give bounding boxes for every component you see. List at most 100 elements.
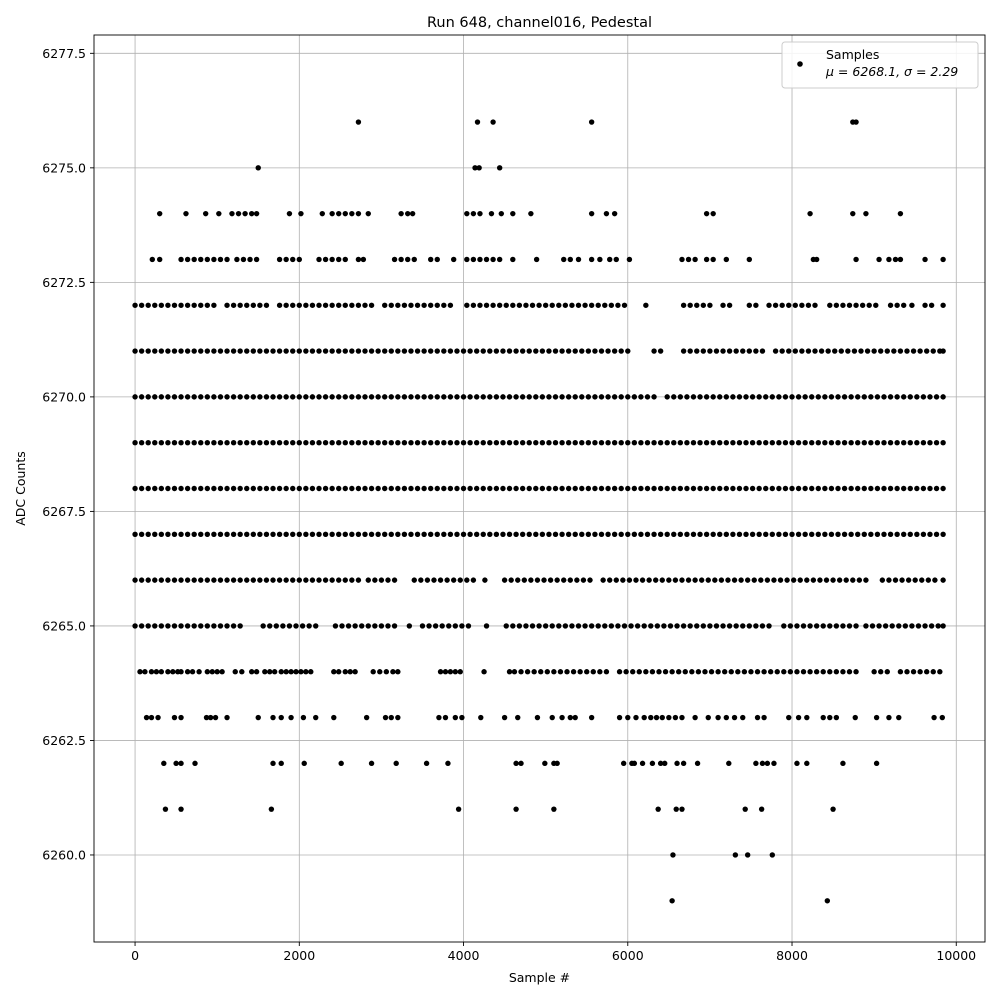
data-point bbox=[255, 165, 261, 171]
data-point bbox=[812, 302, 818, 308]
data-point bbox=[263, 531, 270, 538]
data-point bbox=[217, 439, 224, 446]
data-point bbox=[611, 485, 618, 492]
data-point bbox=[488, 210, 495, 217]
data-point bbox=[588, 210, 595, 217]
data-point bbox=[198, 394, 204, 400]
data-point bbox=[204, 394, 211, 400]
legend-label-stats: μ = 6268.1, σ = 2.29 bbox=[825, 64, 958, 79]
data-point bbox=[776, 531, 782, 538]
data-point bbox=[217, 485, 224, 492]
data-point bbox=[868, 439, 874, 446]
data-point bbox=[896, 623, 902, 629]
data-point bbox=[276, 577, 283, 583]
data-point bbox=[664, 439, 670, 446]
data-point bbox=[840, 302, 846, 308]
data-point bbox=[171, 439, 178, 446]
data-point bbox=[703, 485, 710, 492]
data-point bbox=[871, 348, 877, 354]
data-point bbox=[322, 348, 329, 354]
data-point bbox=[671, 394, 677, 400]
data-point bbox=[561, 256, 567, 263]
data-point bbox=[198, 577, 204, 583]
data-point bbox=[158, 439, 165, 446]
data-point bbox=[677, 439, 684, 446]
data-point bbox=[539, 439, 546, 446]
data-point bbox=[809, 394, 815, 400]
data-point bbox=[390, 669, 396, 675]
data-point bbox=[322, 577, 329, 583]
data-point bbox=[726, 348, 733, 354]
data-point bbox=[618, 348, 624, 354]
data-point bbox=[303, 669, 309, 675]
data-point bbox=[641, 714, 647, 721]
data-point bbox=[184, 302, 191, 308]
x-axis-label: Sample # bbox=[509, 970, 570, 985]
data-point bbox=[202, 210, 209, 217]
data-point bbox=[434, 256, 440, 263]
data-point bbox=[920, 485, 927, 492]
data-point bbox=[406, 623, 413, 629]
data-point bbox=[577, 669, 583, 675]
data-point bbox=[171, 485, 178, 492]
data-point bbox=[263, 302, 270, 308]
data-point bbox=[477, 256, 483, 263]
data-point bbox=[894, 302, 900, 308]
data-point bbox=[618, 439, 624, 446]
data-point bbox=[224, 714, 230, 721]
data-point bbox=[874, 531, 881, 538]
data-point bbox=[230, 623, 237, 629]
data-point bbox=[574, 577, 580, 583]
data-point bbox=[395, 302, 401, 308]
data-point bbox=[907, 439, 913, 446]
data-point bbox=[813, 256, 820, 263]
data-point bbox=[250, 394, 257, 400]
data-point bbox=[687, 623, 693, 629]
data-point bbox=[730, 439, 736, 446]
data-point bbox=[932, 577, 938, 583]
data-point bbox=[742, 806, 748, 812]
data-point bbox=[263, 485, 270, 492]
data-point bbox=[414, 394, 421, 400]
data-point bbox=[923, 669, 930, 675]
data-point bbox=[822, 394, 828, 400]
data-point bbox=[283, 302, 289, 308]
data-point bbox=[675, 669, 682, 675]
data-point bbox=[322, 485, 329, 492]
data-point bbox=[388, 714, 394, 721]
data-point bbox=[309, 531, 316, 538]
data-point bbox=[873, 302, 879, 308]
data-point bbox=[296, 439, 302, 446]
data-point bbox=[743, 439, 749, 446]
data-point bbox=[735, 669, 741, 675]
data-point bbox=[894, 394, 900, 400]
data-point bbox=[360, 256, 367, 263]
data-point bbox=[257, 485, 263, 492]
data-point bbox=[901, 531, 907, 538]
data-point bbox=[920, 394, 927, 400]
data-point bbox=[296, 394, 302, 400]
data-point bbox=[434, 394, 440, 400]
data-point bbox=[496, 165, 503, 171]
data-point bbox=[763, 439, 769, 446]
data-point bbox=[618, 531, 624, 538]
data-point bbox=[549, 302, 555, 308]
data-point bbox=[761, 714, 767, 721]
data-point bbox=[657, 348, 664, 354]
data-point bbox=[605, 439, 611, 446]
data-point bbox=[547, 577, 554, 583]
y-tick-label: 6265.0 bbox=[42, 618, 86, 633]
data-point bbox=[138, 394, 145, 400]
data-point bbox=[889, 623, 895, 629]
data-point bbox=[710, 439, 716, 446]
data-point bbox=[546, 439, 552, 446]
data-point bbox=[767, 669, 774, 675]
data-point bbox=[526, 439, 532, 446]
data-point bbox=[349, 531, 355, 538]
data-point bbox=[812, 348, 818, 354]
data-point bbox=[922, 623, 928, 629]
data-point bbox=[763, 531, 769, 538]
data-point bbox=[605, 394, 611, 400]
data-point bbox=[896, 714, 902, 721]
data-point bbox=[736, 394, 743, 400]
